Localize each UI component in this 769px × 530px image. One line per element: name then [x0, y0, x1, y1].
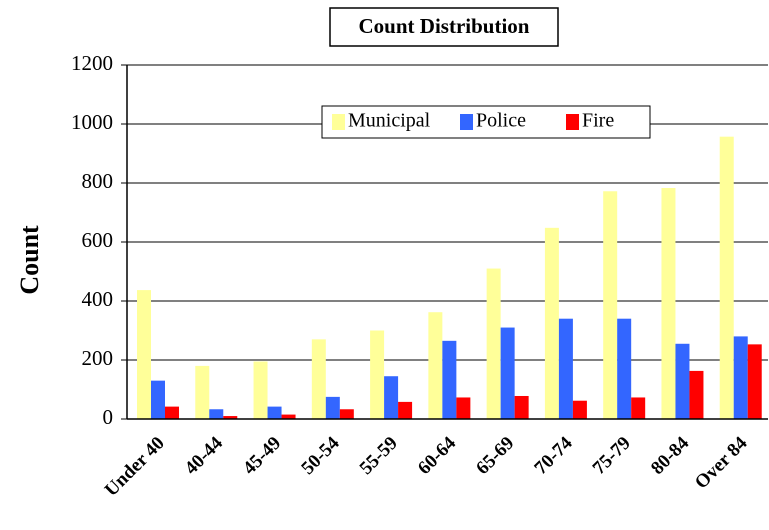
y-tick-label: 1000: [71, 110, 113, 134]
bar: [398, 401, 413, 419]
bar: [442, 340, 457, 419]
x-tick-label: 40-44: [181, 432, 228, 479]
x-tick-label: 45-49: [239, 433, 285, 479]
bar: [384, 376, 399, 419]
legend: Municipal Police Fire: [321, 105, 651, 139]
bar: [689, 370, 704, 419]
bar: [719, 136, 734, 419]
bar: [514, 395, 529, 419]
bar: [500, 327, 515, 419]
y-tick-label: 400: [82, 287, 114, 311]
x-tick-label: Over 84: [691, 432, 752, 493]
bar: [195, 365, 210, 419]
legend-swatch: [332, 114, 345, 130]
bar: [165, 406, 179, 419]
x-tick-label: 55-59: [356, 433, 402, 479]
bar: [631, 397, 646, 419]
title-box: [329, 7, 559, 47]
x-tick-label: 70-74: [530, 432, 577, 479]
bar: [151, 380, 165, 419]
chart-title: Count Distribution: [359, 14, 530, 38]
bar: [281, 414, 296, 419]
bar: [253, 361, 268, 419]
y-tick-label: 600: [82, 228, 114, 252]
bar: [558, 318, 573, 419]
bar: [733, 336, 748, 419]
bar: [267, 406, 282, 419]
bar: [603, 191, 618, 419]
bar: [428, 312, 443, 419]
x-tick-label: Under 40: [101, 433, 169, 501]
bar: [486, 268, 501, 419]
x-tick-label: 65-69: [472, 433, 518, 479]
bar: [370, 330, 385, 419]
y-tick-label: 0: [103, 405, 114, 429]
legend-box: [321, 105, 651, 139]
x-tick-label: 50-54: [297, 432, 344, 479]
legend-swatch: [566, 114, 579, 130]
x-tick-label: 75-79: [589, 433, 635, 479]
x-tick-label: 80-84: [647, 432, 694, 479]
x-tick-label: 60-64: [414, 432, 461, 479]
legend-swatch: [460, 114, 473, 130]
bar: [209, 409, 224, 419]
bar: [675, 343, 690, 419]
y-tick-label: 200: [82, 346, 114, 370]
legend-label: Municipal: [348, 110, 431, 132]
bar: [747, 344, 762, 419]
bar: [544, 227, 559, 419]
legend-label: Police: [476, 110, 526, 132]
bar: [223, 416, 238, 419]
y-axis-label: Count: [15, 225, 44, 295]
y-tick-label: 1200: [71, 51, 113, 75]
bar: [137, 290, 151, 419]
bar: [617, 318, 632, 419]
bar: [311, 339, 326, 419]
bar: [661, 188, 676, 419]
bar: [325, 396, 340, 419]
bar: [456, 397, 471, 419]
y-tick-label: 800: [82, 169, 114, 193]
legend-label: Fire: [582, 110, 614, 132]
bar: [572, 400, 587, 419]
bar: [339, 409, 354, 419]
